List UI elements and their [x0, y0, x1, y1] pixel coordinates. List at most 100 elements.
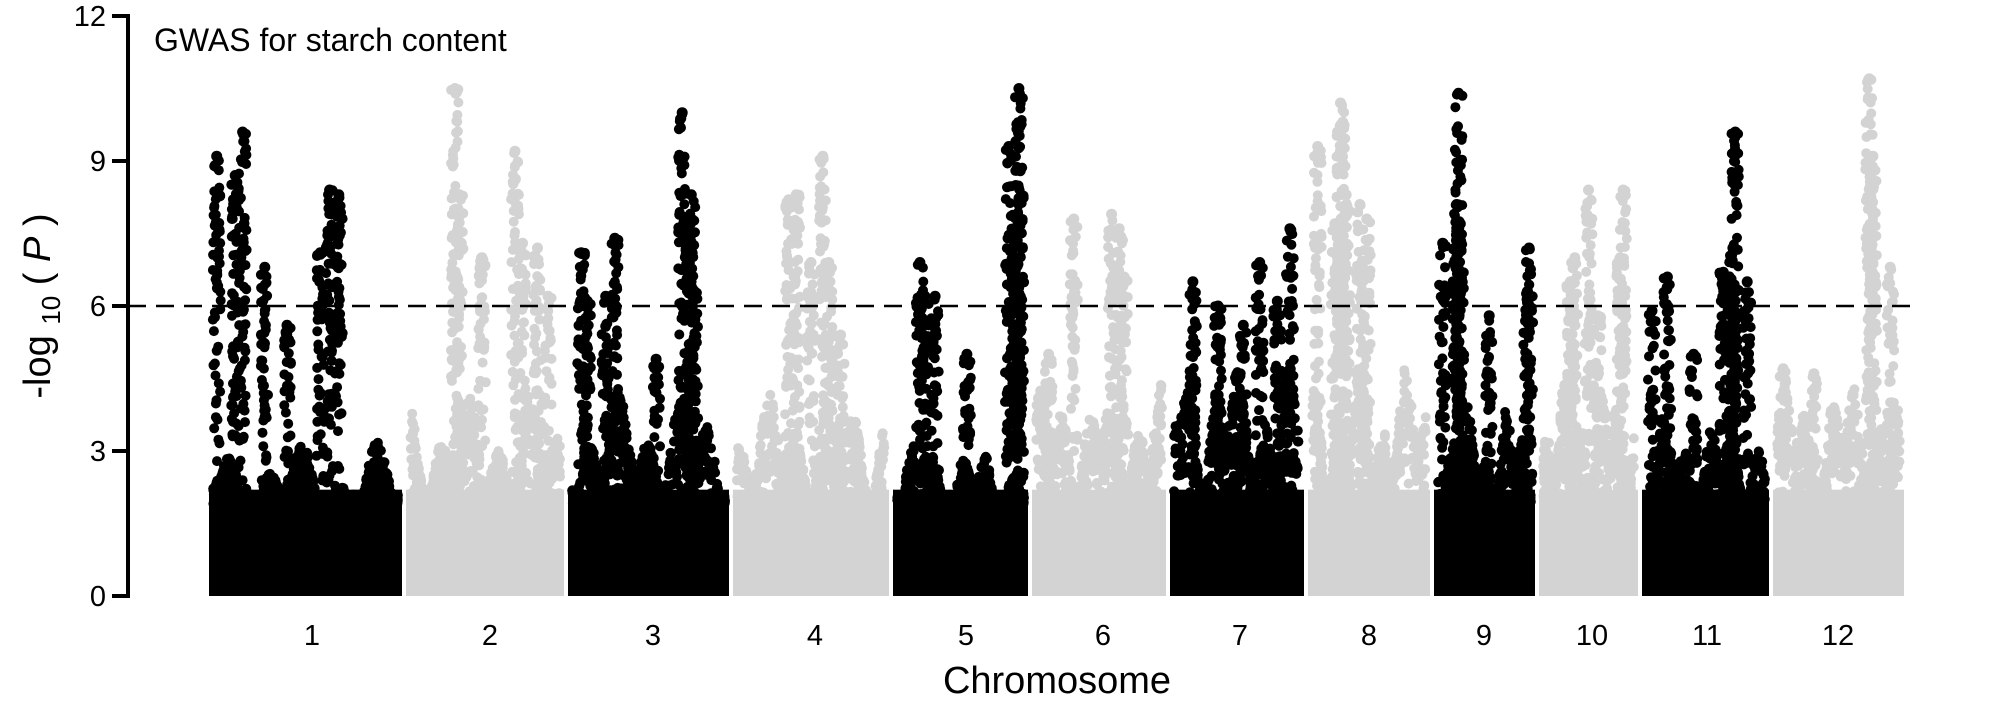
snp-point: [972, 488, 983, 499]
snp-point: [478, 314, 489, 325]
snp-point: [457, 286, 468, 297]
snp-point: [808, 468, 819, 479]
snp-point: [692, 308, 703, 319]
snp-point: [1018, 271, 1028, 282]
snp-point: [767, 410, 778, 421]
snp-point: [1014, 184, 1025, 195]
snp-point: [676, 168, 687, 179]
snp-point: [282, 479, 293, 490]
snp-point: [952, 501, 963, 512]
snp-point: [225, 494, 236, 505]
snp-point: [792, 431, 803, 442]
snp-point: [895, 494, 906, 505]
snp-point: [325, 419, 336, 430]
snp-point: [684, 269, 695, 280]
snp-point: [875, 480, 886, 491]
peak-snp-point: [1013, 83, 1025, 94]
snp-point: [789, 328, 800, 339]
snp-point: [837, 402, 848, 413]
snp-point: [315, 491, 326, 502]
snp-point: [446, 158, 457, 169]
snp-point: [436, 453, 447, 464]
snp-point: [842, 491, 853, 501]
data-points: [207, 73, 1905, 596]
snp-point: [674, 209, 685, 220]
snp-point: [818, 416, 829, 427]
snp-point: [314, 401, 325, 412]
snp-point: [585, 351, 596, 362]
snp-point: [259, 337, 270, 348]
snp-point: [256, 297, 267, 308]
snp-point: [928, 322, 939, 332]
snp-point: [822, 311, 832, 322]
peak-snp-point: [281, 319, 293, 331]
snp-point: [530, 413, 541, 424]
snp-point: [578, 286, 589, 297]
snp-point: [213, 434, 224, 445]
snp-point: [452, 219, 463, 230]
snp-point: [690, 446, 701, 457]
snp-point: [318, 359, 329, 370]
peak-snp-point: [919, 290, 931, 302]
snp-point: [237, 331, 248, 342]
snp-point: [313, 267, 324, 278]
snp-point: [919, 320, 930, 331]
snp-point: [599, 473, 610, 484]
snp-point: [619, 435, 630, 446]
snp-point: [580, 315, 591, 326]
snp-point: [1014, 419, 1025, 430]
snp-point: [593, 488, 604, 499]
snp-point: [838, 417, 849, 428]
snp-point: [362, 477, 373, 488]
snp-point: [877, 428, 888, 439]
snp-point: [808, 310, 819, 321]
snp-point: [464, 486, 475, 497]
snp-point: [971, 479, 982, 490]
snp-point: [792, 266, 803, 277]
snp-point: [755, 430, 766, 441]
snp-point: [454, 460, 465, 471]
snp-point: [649, 363, 660, 374]
snp-point: [453, 97, 464, 108]
snp-point: [234, 363, 245, 374]
snp-point: [1011, 452, 1022, 463]
snp-point: [368, 447, 379, 457]
snp-point: [612, 446, 623, 457]
snp-point: [213, 341, 224, 352]
snp-point: [770, 450, 781, 461]
snp-point: [805, 292, 816, 303]
snp-point: [958, 425, 969, 436]
snp-point: [215, 386, 226, 397]
snp-point: [833, 468, 844, 479]
snp-point: [674, 155, 684, 166]
snp-point: [958, 387, 969, 398]
snp-point: [436, 500, 447, 511]
snp-point: [339, 501, 350, 512]
snp-point: [690, 362, 700, 373]
peak-snp-point: [961, 348, 973, 360]
snp-point: [236, 382, 247, 393]
snp-point: [1014, 130, 1025, 141]
snp-point: [789, 392, 800, 402]
snp-point: [269, 493, 280, 504]
snp-point: [625, 460, 636, 471]
snp-point: [520, 395, 531, 406]
snp-point: [498, 468, 509, 479]
snp-point: [804, 375, 815, 386]
snp-point: [240, 417, 250, 428]
snp-point: [531, 389, 541, 400]
snp-point: [376, 457, 387, 468]
snp-point: [238, 434, 248, 444]
snp-point: [833, 348, 843, 359]
snp-point: [1156, 402, 1167, 413]
snp-point: [926, 425, 937, 436]
snp-point: [476, 292, 487, 303]
snp-point: [789, 457, 800, 468]
snp-point: [312, 300, 323, 311]
snp-point: [747, 492, 758, 503]
snp-point: [933, 366, 944, 377]
snp-point: [922, 488, 933, 499]
snp-point: [1013, 322, 1024, 333]
snp-point: [545, 335, 556, 346]
snp-point: [792, 230, 803, 241]
